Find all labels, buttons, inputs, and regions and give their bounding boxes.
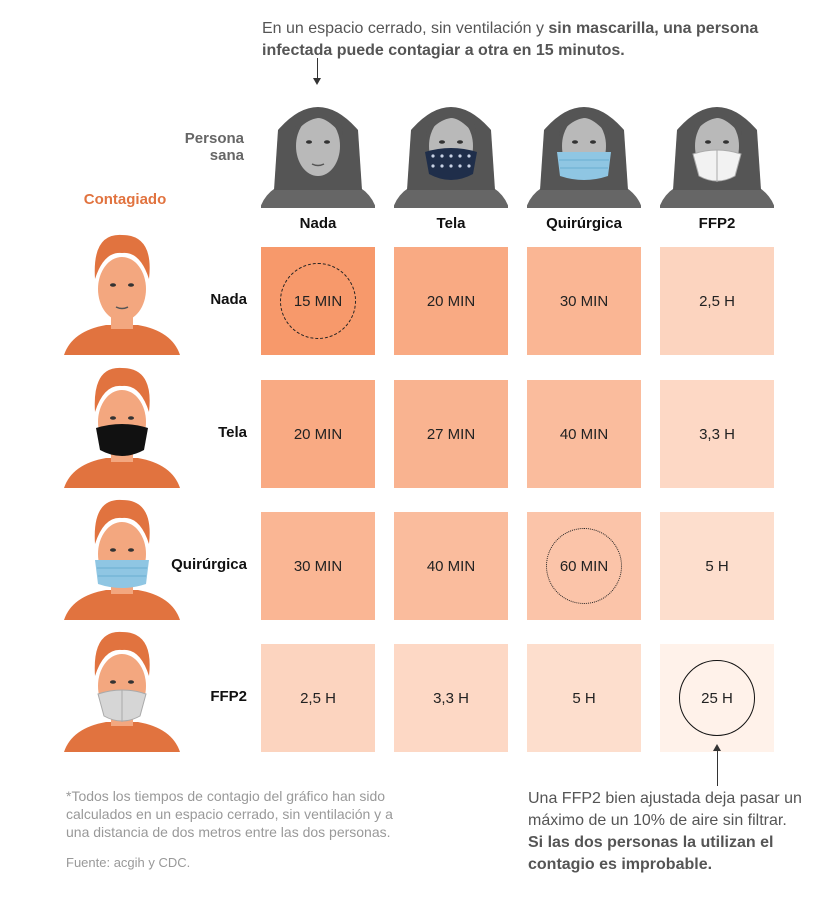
cell-value-label: 27 MIN [426, 425, 476, 443]
cell-value-label: 3,3 H [433, 689, 469, 707]
bottom-annotation-arrow [717, 748, 718, 786]
heatmap-cell: 27 MIN [394, 380, 508, 488]
top-annotation-text: En un espacio cerrado, sin ventilación y [262, 20, 549, 37]
heatmap-cell: 20 MIN [394, 247, 508, 355]
heatmap-cell: 20 MIN [261, 380, 375, 488]
heatmap-cell: 30 MIN [261, 512, 375, 620]
infected-face-2-icon [64, 499, 180, 620]
cell-value-label: 5 H [572, 689, 596, 707]
cell-value-label: 30 MIN [559, 292, 609, 310]
bottom-annotation-text: Una FFP2 bien ajustada deja pasar un máx… [528, 790, 802, 829]
highlight-ring [679, 660, 755, 736]
heatmap-cell: 3,3 H [660, 380, 774, 488]
infected-person-label: Contagiado [83, 191, 167, 208]
heatmap-cell: 40 MIN [527, 380, 641, 488]
heatmap-cell: 3,3 H [394, 644, 508, 752]
highlight-ring [280, 263, 356, 339]
cell-value-label: 5 H [705, 557, 729, 575]
column-label: Quirúrgica [546, 215, 622, 232]
healthy-face-2-icon [527, 107, 641, 208]
row-label: Quirúrgica [171, 556, 247, 573]
top-annotation-arrow-head [313, 78, 321, 85]
column-label: Nada [299, 215, 337, 232]
cell-value-label: 40 MIN [559, 425, 609, 443]
infected-face-1-icon [64, 367, 180, 488]
bottom-annotation-arrow-head [713, 744, 721, 751]
top-annotation: En un espacio cerrado, sin ventilación y… [262, 18, 802, 62]
healthy-face-0-icon [261, 107, 375, 208]
column-label: Tela [436, 215, 466, 232]
cell-value-label: 60 MIN [559, 557, 609, 575]
heatmap-cell: 2,5 H [261, 644, 375, 752]
bottom-annotation: Una FFP2 bien ajustada deja pasar un máx… [528, 788, 818, 876]
highlight-ring [546, 528, 622, 604]
healthy-person-label: Persona sana [184, 130, 244, 164]
cell-value-label: 3,3 H [699, 425, 735, 443]
cell-value-label: 40 MIN [426, 557, 476, 575]
heatmap-cell: 15 MIN [261, 247, 375, 355]
source-note: Fuente: acgih y CDC. [66, 855, 191, 870]
heatmap-cell: 60 MIN [527, 512, 641, 620]
heatmap-cell: 5 H [527, 644, 641, 752]
infected-face-3-icon [64, 631, 180, 752]
heatmap-cell: 25 H [660, 644, 774, 752]
heatmap-cell: 5 H [660, 512, 774, 620]
row-label: FFP2 [210, 688, 247, 705]
heatmap-cell: 2,5 H [660, 247, 774, 355]
top-annotation-bold: sin mascarilla, una persona infectada pu… [262, 20, 759, 59]
cell-value-label: 20 MIN [426, 292, 476, 310]
cell-value-label: 2,5 H [300, 689, 336, 707]
cell-value-label: 20 MIN [293, 425, 343, 443]
healthy-face-1-icon [394, 107, 508, 208]
heatmap-cell: 40 MIN [394, 512, 508, 620]
healthy-face-3-icon [660, 107, 774, 208]
row-label: Nada [210, 291, 247, 308]
row-label: Tela [218, 424, 247, 441]
cell-value-label: 2,5 H [699, 292, 735, 310]
top-annotation-arrow [317, 58, 318, 82]
cell-value-label: 15 MIN [293, 292, 343, 310]
bottom-annotation-bold: Si las dos personas la utilizan el conta… [528, 834, 774, 873]
cell-value-label: 30 MIN [293, 557, 343, 575]
column-label: FFP2 [698, 215, 736, 232]
cell-value-label: 25 H [701, 689, 733, 707]
heatmap-cell: 30 MIN [527, 247, 641, 355]
footnote: *Todos los tiempos de contagio del gráfi… [66, 788, 393, 840]
infected-face-0-icon [64, 234, 180, 355]
